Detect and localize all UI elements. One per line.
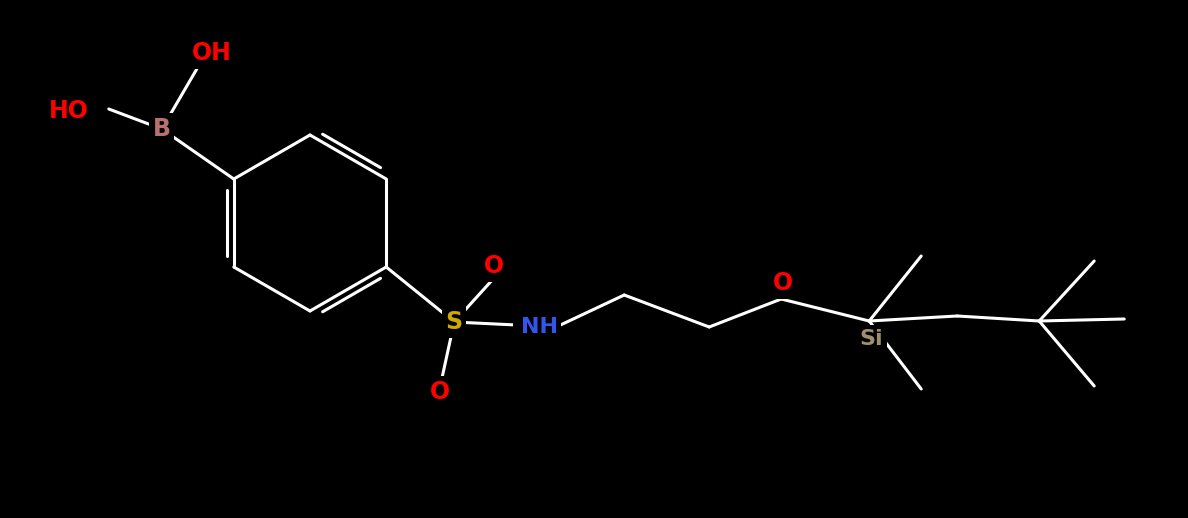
Text: O: O: [485, 254, 504, 278]
Text: B: B: [153, 117, 171, 141]
Text: HO: HO: [49, 99, 89, 123]
Text: O: O: [430, 380, 450, 404]
Text: O: O: [773, 271, 794, 295]
Text: N: N: [517, 315, 536, 339]
Text: NH: NH: [520, 317, 557, 337]
Text: OH: OH: [191, 41, 232, 65]
Text: Si: Si: [859, 329, 883, 349]
Text: H: H: [536, 318, 549, 336]
Text: S: S: [446, 310, 463, 334]
